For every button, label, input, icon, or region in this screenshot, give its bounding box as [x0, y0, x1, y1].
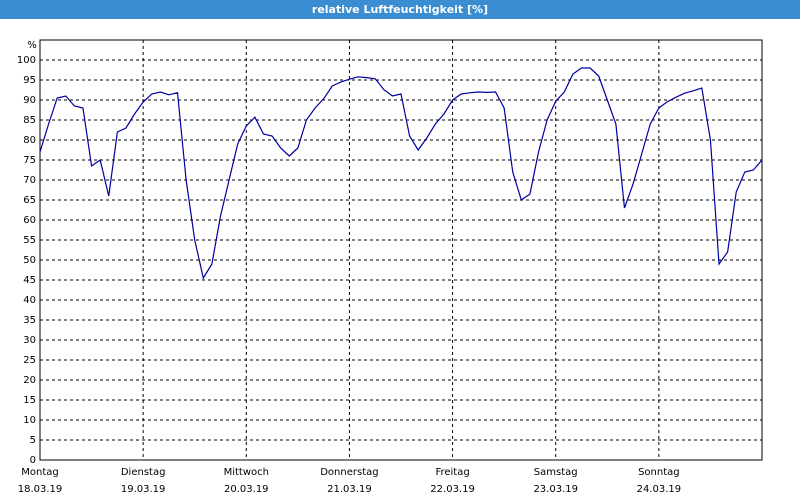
y-tick-label: 100 [17, 55, 36, 66]
y-tick-label: 0 [30, 455, 36, 466]
x-tick-date: 23.03.19 [533, 484, 578, 495]
y-tick-label: 10 [23, 415, 36, 426]
x-tick-label: Freitag [435, 467, 469, 478]
y-tick-label: 60 [23, 215, 36, 226]
chart-title: relative Luftfeuchtigkeit [%] [0, 0, 800, 19]
x-tick-label: Montag [21, 467, 58, 478]
y-tick-label: 65 [23, 195, 36, 206]
y-tick-label: 85 [23, 115, 36, 126]
y-tick-label: 25 [23, 355, 36, 366]
line [39, 67, 763, 280]
y-tick-label: 30 [23, 335, 36, 346]
y-tick-label: 80 [23, 135, 36, 146]
x-tick-label: Sonntag [638, 467, 680, 478]
x-tick-date: 22.03.19 [430, 484, 475, 495]
y-tick-label: 40 [23, 295, 36, 306]
y-tick-label: 50 [23, 255, 36, 266]
x-tick-date: 24.03.19 [637, 484, 682, 495]
y-axis-label: % [27, 40, 37, 51]
chart: % 0 5 10 15 20 25 30 35 40 45 50 55 60 65 70 75 80 85 90 95… [17, 39, 763, 495]
y-tick-label: 55 [23, 235, 36, 246]
x-tick-date: 21.03.19 [327, 484, 372, 495]
y-tick-label: 95 [23, 75, 36, 86]
y-tick-label: 90 [23, 95, 36, 106]
x-tick-label: Donnerstag [320, 467, 378, 478]
x-tick-date: 20.03.19 [224, 484, 269, 495]
y-tick-label: 20 [23, 375, 36, 386]
y-tick-label: 70 [23, 175, 36, 186]
x-tick-label: Dienstag [121, 467, 166, 478]
x-tick-date: 18.03.19 [18, 484, 63, 495]
y-tick-label: 45 [23, 275, 36, 286]
plot-frame [39, 39, 763, 461]
y-tick-label: 75 [23, 155, 36, 166]
y-tick-label: 5 [30, 435, 36, 446]
x-tick-date: 19.03.19 [121, 484, 166, 495]
x-tick-label: Mittwoch [224, 467, 269, 478]
y-tick-label: 35 [23, 315, 36, 326]
x-tick-label: Samstag [534, 467, 578, 478]
y-tick-label: 15 [23, 395, 36, 406]
